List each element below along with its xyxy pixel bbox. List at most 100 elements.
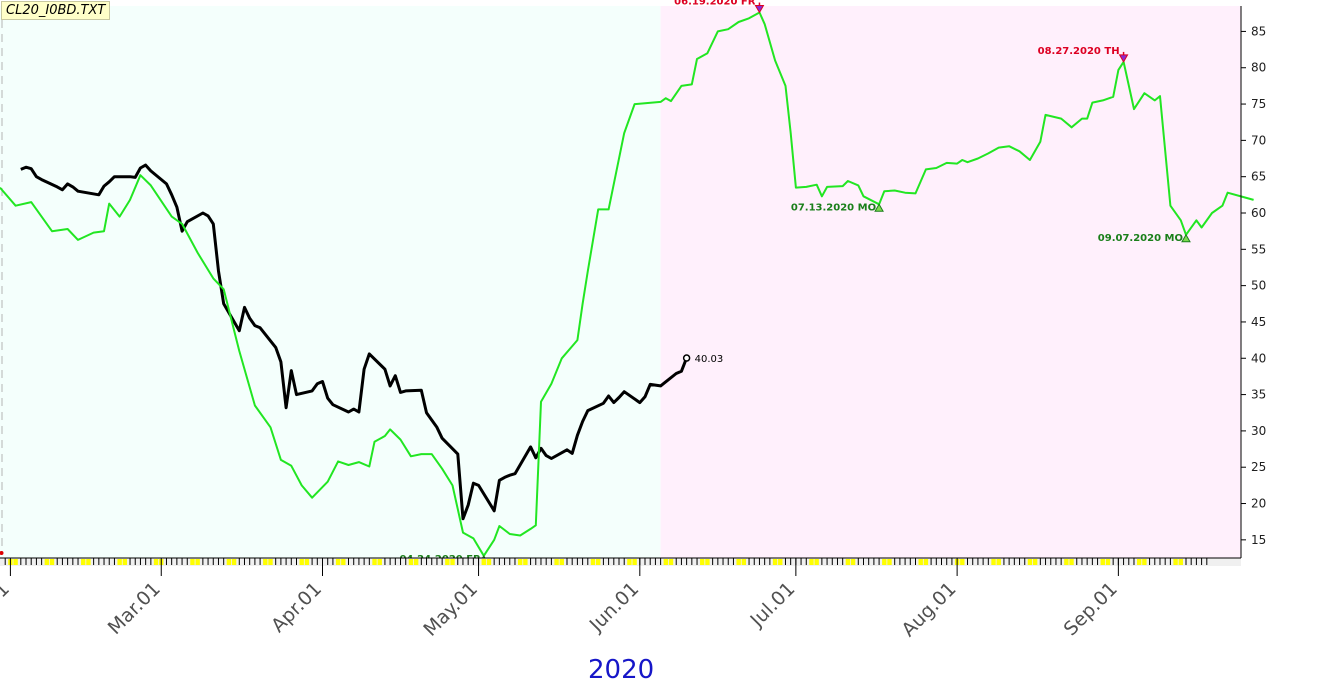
weekend-tick [1142,559,1147,565]
weekend-tick [887,559,892,565]
weekend-tick [117,559,122,565]
forecast-series-line [0,11,1254,557]
weekend-tick [86,559,91,565]
weekend-tick [1027,559,1033,565]
weekend-tick [231,559,237,565]
weekend-tick [772,559,778,565]
weekend-tick [1032,559,1038,565]
weekend-tick [377,559,382,565]
high-annotation-label: 08.27.2020 TH [1038,46,1120,57]
weekend-tick [44,559,50,565]
history-background [0,6,661,558]
weekend-tick [226,559,232,565]
weekend-tick [809,559,814,565]
month-tick-label: Mar.01 [104,578,165,639]
month-tick-label: Jun.01 [585,578,644,637]
low-marker-arrow [874,203,884,212]
month-tick-label: Apr.01 [267,578,326,637]
weekend-tick [778,559,783,565]
weekend-tick [595,559,601,565]
weekend-tick [918,559,923,565]
weekend-tick [523,559,528,565]
y-tick-label: 35 [1251,388,1266,402]
y-tick-label: 60 [1251,206,1266,220]
weekend-tick [1069,559,1074,565]
weekend-tick [741,559,747,565]
weekend-tick [1100,559,1105,565]
low-annotation-label: 07.13.2020 MO [791,202,876,213]
low-marker-arrow [1181,233,1191,243]
low-annotation-label: 09.07.2020 MO [1098,233,1183,244]
series-layer: 40.03 [0,11,1254,557]
weekend-tick [996,559,1001,565]
weekend-tick [335,559,341,565]
weekend-tick [627,559,632,565]
weekend-tick [814,559,819,565]
y-tick-label: 40 [1251,351,1266,365]
actual-series-line [20,163,688,521]
x-axis: Feb.01 Mar.01 Apr.01 May.01 Jun.01 Jul.01 Aug.… [0,551,1241,641]
weekend-tick [450,559,455,565]
high-marker-arrow [1118,54,1129,63]
y-tick-label: 30 [1251,424,1266,438]
weekend-tick [445,559,450,565]
y-axis: 15 20 25 30 35 40 45 50 55 60 65 70 75 80 85 [1240,6,1266,558]
weekend-tick [517,559,523,565]
high-marker-arrow [754,5,765,14]
y-tick-label: 15 [1251,533,1266,547]
weekend-tick [299,559,304,565]
y-tick-label: 45 [1251,315,1266,329]
weekend-tick [122,559,128,565]
weekend-tick [304,559,310,565]
month-tick-label: May.01 [419,578,482,641]
chart-file-title: CL20_I0BD.TXT [1,1,111,20]
weekend-tick [991,559,996,565]
weekend-tick [960,559,965,565]
weekend-tick [590,559,596,565]
year-label: 2020 [588,655,655,685]
weekend-tick [413,559,419,565]
weekend-tick [736,559,741,565]
y-tick-label: 55 [1251,242,1266,256]
y-tick-label: 25 [1251,460,1266,474]
x-axis-strip [0,558,1241,566]
y-tick-label: 20 [1251,497,1266,511]
month-tick-label: Sep.01 [1060,578,1122,640]
weekend-tick [1178,559,1183,565]
weekend-tick [1173,559,1178,565]
y-tick-label: 85 [1251,24,1266,38]
y-tick-label: 50 [1251,279,1266,293]
weekend-tick [554,559,559,565]
weekend-tick [49,559,55,565]
month-tick-label: Jul.01 [746,578,800,632]
weekend-tick [1136,559,1142,565]
weekend-tick [263,559,268,565]
origin-dot [0,551,4,555]
weekend-tick [882,559,887,565]
weekend-tick [559,559,564,565]
y-tick-label: 70 [1251,133,1266,147]
weekend-tick [408,559,414,565]
weekend-tick [668,559,674,565]
weekend-tick [81,559,86,565]
weekend-tick [341,559,346,565]
forecast-background [660,6,1241,558]
weekend-tick [268,559,273,565]
month-tick-label: Aug.01 [897,578,960,641]
y-tick-label: 65 [1251,170,1266,184]
weekend-tick [1105,559,1111,565]
last-value-label: 40.03 [695,354,724,365]
weekend-tick [1064,559,1069,565]
weekend-tick [632,559,637,565]
weekend-tick [13,559,18,565]
weekend-tick [481,559,486,565]
weekend-tick [663,559,669,565]
weekend-tick [705,559,710,565]
weekend-tick [850,559,856,565]
weekend-tick [195,559,200,565]
weekend-tick [845,559,851,565]
weekend-tick [486,559,492,565]
y-tick-label: 80 [1251,61,1266,75]
last-value-marker [682,354,691,362]
